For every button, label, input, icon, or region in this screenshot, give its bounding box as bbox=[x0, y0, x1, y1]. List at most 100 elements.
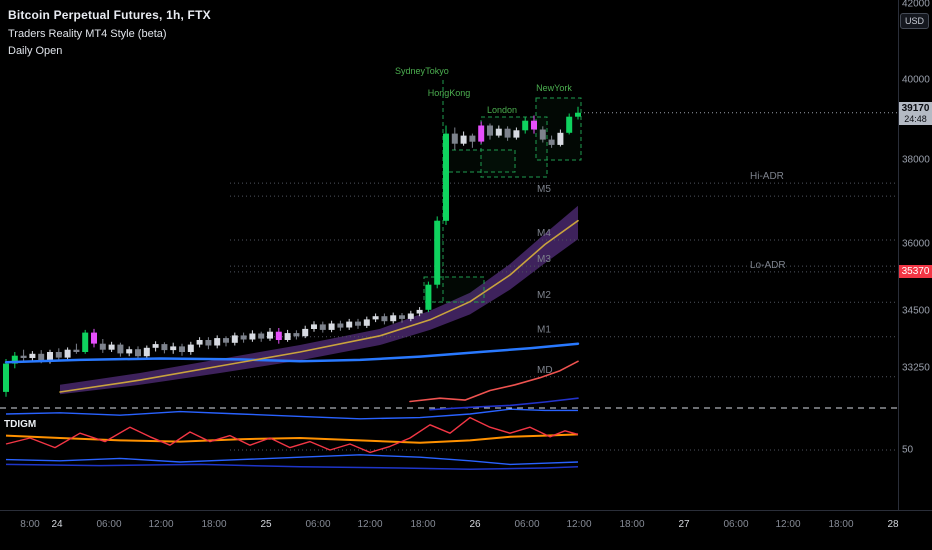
last-price-value: 39170 bbox=[901, 103, 930, 114]
tdi-signal bbox=[5, 433, 579, 444]
ma-yellow-line bbox=[59, 219, 579, 393]
time-label-18:00: 18:00 bbox=[201, 519, 227, 530]
candle-body bbox=[451, 133, 458, 144]
candle-body bbox=[478, 125, 485, 142]
candle bbox=[363, 316, 370, 328]
candle-body bbox=[469, 135, 476, 142]
candle-body bbox=[495, 128, 502, 136]
candle-body bbox=[319, 324, 326, 330]
time-label-26: 26 bbox=[469, 519, 481, 530]
candle bbox=[478, 121, 485, 144]
candle bbox=[531, 115, 537, 134]
candle-body bbox=[258, 333, 265, 339]
candle-body bbox=[399, 315, 405, 319]
tdi-band-upper bbox=[5, 408, 578, 420]
candle-body bbox=[504, 128, 511, 138]
candle bbox=[3, 359, 9, 397]
candle-body bbox=[328, 323, 335, 330]
candle-body bbox=[434, 220, 441, 285]
candle-body bbox=[443, 133, 449, 221]
ma-red-line bbox=[409, 360, 579, 403]
candle bbox=[11, 352, 18, 369]
candle-body bbox=[557, 132, 564, 145]
ema-blue-line bbox=[4, 342, 580, 364]
candle bbox=[575, 106, 581, 120]
candle-body bbox=[223, 338, 229, 343]
time-label-12:00: 12:00 bbox=[357, 519, 383, 530]
time-label-25: 25 bbox=[260, 519, 272, 530]
candle-body bbox=[11, 355, 18, 364]
ma-darkblue-line bbox=[429, 397, 579, 411]
time-label-28: 28 bbox=[887, 519, 899, 530]
time-label-18:00: 18:00 bbox=[410, 519, 436, 530]
candle bbox=[143, 345, 150, 359]
candle bbox=[355, 318, 361, 329]
candle-body bbox=[267, 331, 273, 339]
candle bbox=[372, 313, 379, 323]
level-label-m1: M1 bbox=[537, 325, 551, 336]
time-axis[interactable]: 8:00 24 06:00 12:00 18:00 25 06:00 12:00 18:00 26… bbox=[0, 510, 932, 550]
candle-body bbox=[126, 349, 133, 354]
candle bbox=[284, 329, 291, 342]
candle-body bbox=[566, 116, 573, 133]
price-tick-40000: 40000 bbox=[902, 74, 930, 86]
candle bbox=[275, 328, 282, 344]
daily-open-legend: Daily Open bbox=[8, 45, 63, 57]
price-axis[interactable]: USD 39170 24:48 35370 42000 40000 38000 360… bbox=[898, 0, 932, 511]
candle bbox=[293, 330, 300, 340]
candle-body bbox=[55, 352, 62, 358]
candle bbox=[443, 125, 449, 225]
candle-body bbox=[161, 344, 168, 351]
indicator-title-tdigm[interactable]: TDIGM bbox=[4, 419, 37, 430]
level-label-m3: M3 bbox=[537, 254, 551, 265]
currency-toggle-button[interactable]: USD bbox=[899, 13, 929, 29]
session-box bbox=[423, 276, 485, 303]
candle-body bbox=[416, 309, 423, 314]
candle-body bbox=[522, 120, 529, 131]
candle-body bbox=[73, 349, 80, 352]
time-label-06:00: 06:00 bbox=[96, 519, 122, 530]
level-label-hi-adr: Hi-ADR bbox=[750, 171, 784, 182]
candle-body bbox=[311, 324, 317, 329]
candle-body bbox=[179, 346, 185, 352]
ma-cloud bbox=[60, 205, 578, 395]
candle-body bbox=[108, 344, 115, 350]
time-label-8:00: 8:00 bbox=[20, 519, 40, 530]
price-tick-36000: 36000 bbox=[902, 238, 930, 250]
last-price-badge: 39170 24:48 bbox=[899, 102, 932, 125]
candle-body bbox=[38, 353, 45, 361]
session-label-london: London bbox=[487, 105, 517, 115]
candle bbox=[187, 341, 194, 355]
price-tick-38000: 38000 bbox=[902, 154, 930, 166]
candle bbox=[55, 348, 62, 361]
time-label-06:00: 06:00 bbox=[305, 519, 331, 530]
symbol-title[interactable]: Bitcoin Perpetual Futures, 1h, FTX bbox=[8, 8, 211, 22]
candle bbox=[258, 331, 265, 342]
time-label-12:00: 12:00 bbox=[148, 519, 174, 530]
candle bbox=[126, 346, 133, 357]
candle bbox=[522, 117, 529, 134]
session-label-hongkong: HongKong bbox=[428, 88, 471, 98]
candle-body bbox=[135, 349, 141, 357]
candle-body bbox=[407, 313, 414, 319]
candle bbox=[205, 337, 212, 350]
tdi-baseline bbox=[5, 463, 579, 470]
legend: Bitcoin Perpetual Futures, 1h, FTX Trade… bbox=[8, 8, 211, 57]
candle bbox=[302, 325, 309, 339]
level-label-m4: M4 bbox=[537, 228, 551, 239]
candle bbox=[381, 313, 388, 325]
session-label-newyork: NewYork bbox=[536, 83, 572, 93]
candle bbox=[539, 126, 546, 143]
bar-countdown: 24:48 bbox=[904, 114, 927, 124]
candle-body bbox=[346, 321, 353, 328]
candle bbox=[231, 332, 238, 346]
lo-adr-price-badge: 35370 bbox=[899, 265, 932, 278]
indicator-legend[interactable]: Traders Reality MT4 Style (beta) bbox=[8, 28, 167, 40]
candle bbox=[346, 318, 353, 330]
candle bbox=[311, 321, 317, 332]
level-label-md: MD bbox=[537, 365, 553, 376]
candle-body bbox=[531, 120, 537, 130]
candle-body bbox=[249, 333, 256, 340]
candle-body bbox=[117, 344, 124, 354]
